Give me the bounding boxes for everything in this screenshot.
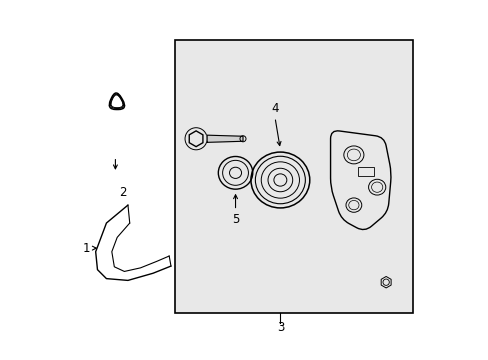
Text: 5: 5 — [231, 213, 239, 226]
Text: 1: 1 — [83, 242, 90, 255]
Polygon shape — [207, 135, 243, 142]
Bar — [174, 40, 412, 313]
Text: 4: 4 — [271, 102, 278, 115]
Text: 2: 2 — [119, 186, 126, 199]
Text: 3: 3 — [276, 320, 284, 333]
